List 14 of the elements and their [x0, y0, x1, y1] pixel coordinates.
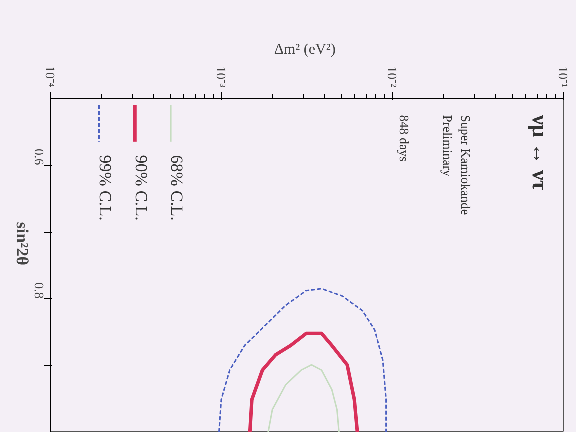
annotation: νμ ↔ ντ: [528, 114, 553, 190]
y-axis-title: sin²2θ: [13, 222, 32, 266]
x-tick-label: 10⁻²: [385, 66, 400, 88]
x-tick-label: 10⁻¹: [556, 66, 571, 88]
annotation: 848 days: [396, 115, 412, 162]
legend-label: 68% C.L.: [168, 155, 187, 221]
y-tick-label: 0.6: [32, 149, 47, 166]
annotation: Super Kamiokande Preliminary: [440, 115, 474, 216]
legend-label: 90% C.L.: [132, 155, 151, 221]
x-tick-label: 10⁻³: [214, 66, 229, 88]
y-tick-label: 0.8: [32, 282, 47, 299]
x-axis-title: Δm² (eV²): [274, 42, 336, 58]
legend-label: 99% C.L.: [96, 155, 115, 221]
x-tick-label: 10⁻⁴: [43, 66, 58, 88]
